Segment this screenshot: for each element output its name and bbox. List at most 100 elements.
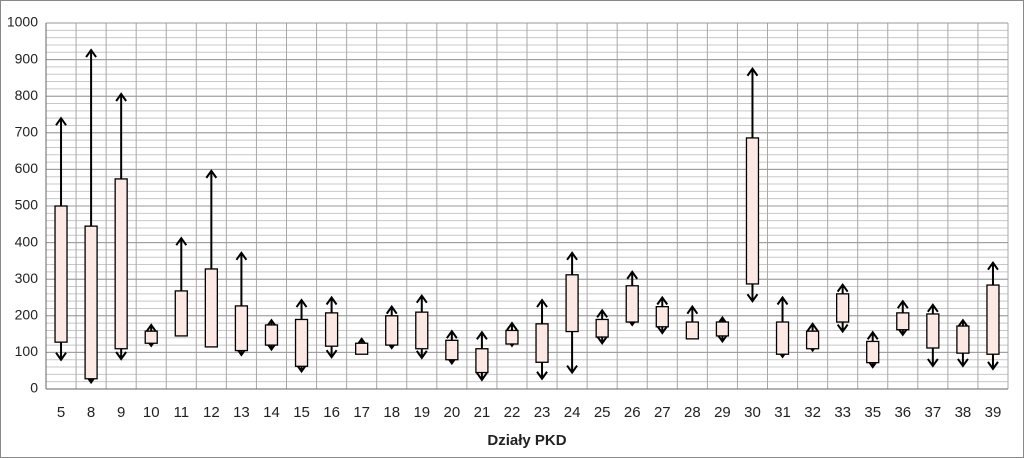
box — [866, 340, 880, 364]
y-tick-label: 800 — [15, 87, 39, 103]
whisker-arrow — [656, 325, 669, 335]
whisker-arrow — [866, 330, 879, 342]
whisker-arrow — [566, 331, 578, 375]
box — [805, 330, 820, 350]
box — [986, 284, 1000, 355]
whisker-arrow — [55, 116, 67, 206]
whisker-arrow — [205, 169, 218, 269]
x-tick-label: 25 — [594, 404, 611, 421]
y-tick-label: 700 — [15, 124, 39, 140]
box — [174, 290, 188, 337]
whisker-arrow — [896, 299, 909, 313]
x-tick-label: 10 — [143, 404, 160, 421]
x-tick-label: 21 — [474, 404, 491, 421]
x-tick-label: 23 — [534, 404, 551, 421]
box — [415, 311, 429, 350]
x-tick-label: 12 — [203, 404, 220, 421]
whisker-arrow — [476, 330, 488, 349]
x-tick-label: 37 — [925, 404, 942, 421]
y-tick-label: 600 — [15, 160, 39, 176]
box — [956, 325, 970, 354]
whisker-arrow — [385, 304, 398, 316]
box — [896, 312, 910, 331]
whisker-arrow — [295, 298, 308, 320]
box — [715, 321, 730, 337]
box — [836, 293, 850, 323]
box — [234, 305, 249, 352]
whisker-arrow — [415, 293, 428, 313]
whisker-arrow — [806, 322, 819, 332]
box — [385, 315, 399, 346]
x-tick-label: 38 — [955, 404, 972, 421]
whisker-arrow — [55, 342, 67, 362]
whisker-arrow — [596, 308, 608, 320]
whisker-arrow — [987, 354, 999, 371]
whisker-arrow — [746, 67, 759, 138]
box — [324, 312, 339, 347]
x-tick-label: 11 — [173, 404, 189, 421]
whisker-arrow — [836, 322, 849, 334]
x-tick-label: 27 — [654, 404, 671, 421]
x-tick-label: 29 — [714, 404, 731, 421]
x-tick-label: 16 — [323, 404, 340, 421]
x-tick-label: 18 — [383, 404, 400, 421]
x-tick-label: 14 — [263, 404, 280, 421]
whisker-arrow — [686, 304, 699, 323]
box — [54, 205, 68, 343]
whisker-arrow — [235, 251, 248, 306]
box — [505, 329, 519, 345]
y-tick-label: 0 — [30, 380, 38, 396]
whisker-arrow — [957, 353, 969, 368]
whisker-arrow — [476, 372, 488, 382]
whisker-arrow — [596, 335, 608, 345]
box — [264, 324, 279, 346]
y-tick-label: 500 — [15, 197, 39, 213]
box — [745, 137, 760, 285]
whisker-arrow — [716, 333, 729, 344]
box — [114, 178, 128, 350]
box — [655, 305, 669, 328]
x-tick-label: 32 — [804, 404, 821, 421]
box — [294, 318, 309, 367]
whisker-arrow — [836, 282, 849, 294]
x-tick-label: 19 — [413, 404, 430, 421]
box — [355, 342, 369, 355]
x-tick-label: 31 — [774, 404, 791, 421]
box — [535, 323, 549, 363]
box — [625, 285, 639, 323]
x-tick-label: 36 — [894, 404, 911, 421]
box — [926, 313, 940, 349]
x-tick-label: 33 — [834, 404, 851, 421]
x-tick-label: 30 — [744, 404, 761, 421]
whisker-arrow — [987, 261, 999, 286]
x-tick-label: 17 — [353, 404, 370, 421]
y-tick-label: 400 — [15, 233, 39, 249]
whisker-arrow — [115, 348, 127, 361]
whisker-arrow — [325, 346, 338, 359]
whisker-arrow — [115, 92, 127, 179]
box — [685, 321, 699, 340]
whisker-arrow — [325, 295, 338, 313]
whisker-arrow — [927, 348, 939, 368]
box — [565, 274, 579, 333]
whisker-arrow — [656, 295, 669, 307]
x-tick-label: 22 — [504, 404, 521, 421]
box — [595, 318, 609, 338]
whisker-arrow — [776, 295, 789, 323]
x-tick-label: 39 — [985, 404, 1002, 421]
x-tick-label: 5 — [57, 404, 65, 421]
y-tick-label: 200 — [15, 307, 39, 323]
whisker-arrow — [506, 321, 518, 331]
whisker-arrow — [566, 251, 578, 275]
box — [775, 321, 790, 355]
x-tick-label: 9 — [117, 404, 125, 421]
x-tick-label: 28 — [684, 404, 701, 421]
whisker-arrow — [536, 362, 548, 381]
x-tick-label: 24 — [564, 404, 581, 421]
y-tick-label: 1000 — [7, 14, 38, 30]
whisker-arrow — [415, 348, 428, 360]
box — [84, 225, 98, 380]
whisker-arrow — [175, 236, 188, 291]
x-tick-label: 15 — [293, 404, 310, 421]
